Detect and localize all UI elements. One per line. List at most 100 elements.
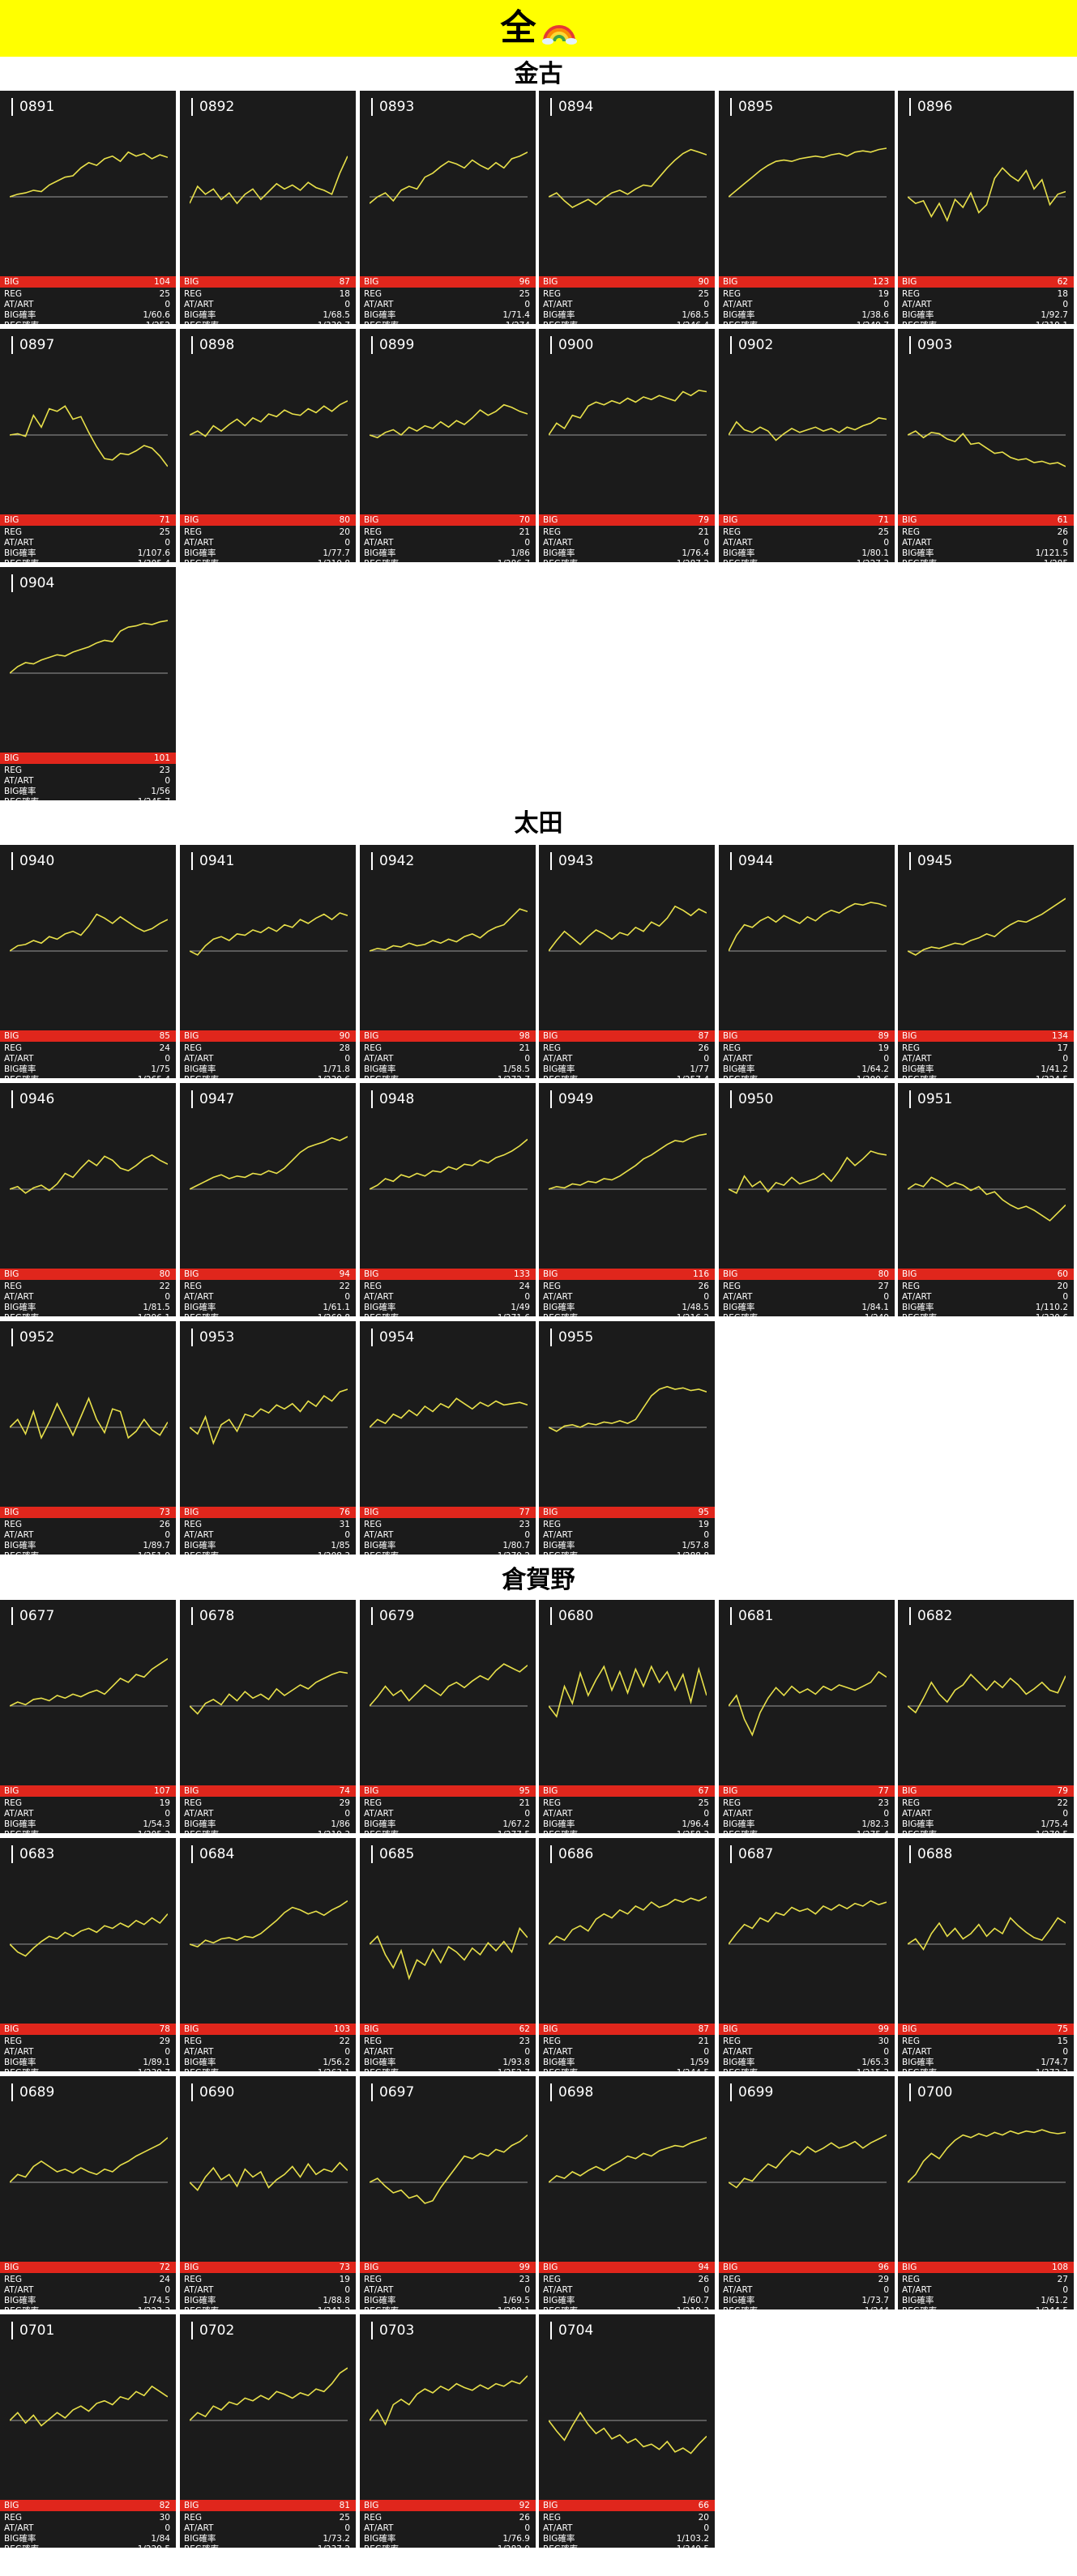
machine-number: 0941 bbox=[191, 852, 234, 870]
stat-row-regp: REG確率 1/244.5 bbox=[898, 2306, 1074, 2317]
stat-row-big: BIG 108 bbox=[898, 2262, 1074, 2273]
machine-card[interactable]: 0682 BIG 79 REG 22 AT/ART 0 BIG確率 1/75.4 REG確率 1/2… bbox=[898, 1600, 1074, 1861]
machine-card[interactable]: 0951 BIG 60 REG 20 AT/ART 0 BIG確率 1/110.2 REG確率 1/… bbox=[898, 1083, 1074, 1344]
machine-card[interactable]: 0897 BIG 71 REG 25 AT/ART 0 BIG確率 1/107.6 REG確率 1/… bbox=[0, 329, 176, 590]
machine-card[interactable]: 0893 BIG 96 REG 25 AT/ART 0 BIG確率 1/71.4 REG確率 1/2… bbox=[360, 91, 536, 352]
stat-label: REG確率 bbox=[184, 2544, 220, 2554]
stat-label: AT/ART bbox=[723, 2285, 753, 2295]
machine-card[interactable]: 0702 BIG 81 REG 25 AT/ART 0 BIG確率 1/73.2 REG確率 1/2… bbox=[180, 2314, 356, 2575]
machine-card[interactable]: 0689 BIG 72 REG 24 AT/ART 0 BIG確率 1/74.5 REG確率 1/2… bbox=[0, 2076, 176, 2337]
stat-value: 1/89.7 bbox=[143, 1541, 170, 1550]
stat-row-at: AT/ART 0 bbox=[360, 300, 536, 310]
machine-card[interactable]: 0903 BIG 61 REG 26 AT/ART 0 BIG確率 1/121.5 REG確率 1/… bbox=[898, 329, 1074, 590]
trend-line bbox=[370, 1926, 528, 1981]
stat-row-big: BIG 95 bbox=[360, 1785, 536, 1797]
trend-line bbox=[10, 1397, 168, 1440]
stat-row-at: AT/ART 0 bbox=[360, 1530, 536, 1541]
machine-card[interactable]: 0684 BIG 103 REG 22 AT/ART 0 BIG確率 1/56.2 REG確率 1/… bbox=[180, 1838, 356, 2099]
stat-value: 0 bbox=[165, 1530, 170, 1540]
machine-card[interactable]: 0891 BIG 104 REG 25 AT/ART 0 BIG確率 1/60.6 REG確率 1/… bbox=[0, 91, 176, 352]
stat-value: 1/49 bbox=[511, 1303, 530, 1312]
machine-card[interactable]: 0685 BIG 62 REG 23 AT/ART 0 BIG確率 1/93.8 REG確率 1/2… bbox=[360, 1838, 536, 2099]
stat-row-bigp: BIG確率 1/65.3 bbox=[719, 2058, 895, 2068]
stat-value: 21 bbox=[519, 527, 530, 537]
trend-line bbox=[549, 905, 707, 952]
machine-card[interactable]: 0678 BIG 74 REG 29 AT/ART 0 BIG確率 1/86 REG確率 1/219… bbox=[180, 1600, 356, 1861]
machine-card[interactable]: 0698 BIG 94 REG 26 AT/ART 0 BIG確率 1/60.7 REG確率 1/2… bbox=[539, 2076, 715, 2337]
machine-card[interactable]: 0681 BIG 77 REG 23 AT/ART 0 BIG確率 1/82.3 REG確率 1/2… bbox=[719, 1600, 895, 1861]
machine-card[interactable]: 0895 BIG 123 REG 19 AT/ART 0 BIG確率 1/38.6 REG確率 1/… bbox=[719, 91, 895, 352]
trend-chart bbox=[549, 905, 707, 952]
stat-label: 合成確率 bbox=[184, 2565, 218, 2575]
machine-card[interactable]: 0697 BIG 99 REG 23 AT/ART 0 BIG確率 1/69.5 REG確率 1/2… bbox=[360, 2076, 536, 2337]
machine-card[interactable]: 0686 BIG 87 REG 21 AT/ART 0 BIG確率 1/59 REG確率 1/244… bbox=[539, 1838, 715, 2099]
stat-value: 0 bbox=[344, 1809, 350, 1819]
machine-card[interactable]: 0949 BIG 116 REG 26 AT/ART 0 BIG確率 1/48.5 REG確率 1/… bbox=[539, 1083, 715, 1344]
stat-label: BIG bbox=[543, 1269, 558, 1279]
machine-card[interactable]: 0950 BIG 80 REG 27 AT/ART 0 BIG確率 1/84.1 REG確率 1/2… bbox=[719, 1083, 895, 1344]
machine-card[interactable]: 0683 BIG 78 REG 29 AT/ART 0 BIG確率 1/89.1 REG確率 1/2… bbox=[0, 1838, 176, 2099]
machine-card[interactable]: 0943 BIG 87 REG 26 AT/ART 0 BIG確率 1/77 REG確率 1/257… bbox=[539, 845, 715, 1106]
machine-card[interactable]: 0899 BIG 70 REG 21 AT/ART 0 BIG確率 1/86 REG確率 1/286… bbox=[360, 329, 536, 590]
stat-value: 1/272.7 bbox=[497, 1075, 530, 1085]
machine-card[interactable]: 0896 BIG 62 REG 18 AT/ART 0 BIG確率 1/92.7 REG確率 1/3… bbox=[898, 91, 1074, 352]
stat-label: AT/ART bbox=[902, 538, 932, 548]
stat-label: BIG確率 bbox=[364, 2296, 396, 2305]
machine-card[interactable]: 0680 BIG 67 REG 25 AT/ART 0 BIG確率 1/96.4 REG確率 1/2… bbox=[539, 1600, 715, 1861]
stat-value: 81 bbox=[339, 2501, 350, 2510]
stat-row-at: AT/ART 0 bbox=[539, 1530, 715, 1541]
stat-value: 25 bbox=[519, 289, 530, 299]
machine-card[interactable]: 0688 BIG 75 REG 15 AT/ART 0 BIG確率 1/74.7 REG確率 1/3… bbox=[898, 1838, 1074, 2099]
machine-card[interactable]: 0946 BIG 80 REG 22 AT/ART 0 BIG確率 1/81.5 REG確率 1/2… bbox=[0, 1083, 176, 1344]
machine-card[interactable]: 0898 BIG 80 REG 20 AT/ART 0 BIG確率 1/77.7 REG確率 1/3… bbox=[180, 329, 356, 590]
machine-card[interactable]: 0954 BIG 77 REG 23 AT/ART 0 BIG確率 1/80.7 REG確率 1/2… bbox=[360, 1321, 536, 1582]
machine-card[interactable]: 0699 BIG 96 REG 29 AT/ART 0 BIG確率 1/73.7 REG確率 1/2… bbox=[719, 2076, 895, 2337]
stat-value: 1/246.4 bbox=[676, 321, 709, 331]
machine-card[interactable]: 0690 BIG 73 REG 19 AT/ART 0 BIG確率 1/88.8 REG確率 1/3… bbox=[180, 2076, 356, 2337]
machine-card[interactable]: 0955 BIG 95 REG 19 AT/ART 0 BIG確率 1/57.8 REG確率 1/2… bbox=[539, 1321, 715, 1582]
machine-card[interactable]: 0902 BIG 71 REG 25 AT/ART 0 BIG確率 1/80.1 REG確率 1/2… bbox=[719, 329, 895, 590]
machine-card[interactable]: 0677 BIG 107 REG 19 AT/ART 0 BIG確率 1/54.3 REG確率 1/… bbox=[0, 1600, 176, 1861]
machine-card[interactable]: 0892 BIG 87 REG 18 AT/ART 0 BIG確率 1/68.5 REG確率 1/3… bbox=[180, 91, 356, 352]
stat-value: 1/93.8 bbox=[502, 2058, 530, 2067]
stat-row-big: BIG 80 bbox=[0, 1269, 176, 1280]
machine-card[interactable]: 0894 BIG 90 REG 25 AT/ART 0 BIG確率 1/68.5 REG確率 1/2… bbox=[539, 91, 715, 352]
stat-value: 0 bbox=[344, 2047, 350, 2057]
machine-card[interactable]: 0940 BIG 85 REG 24 AT/ART 0 BIG確率 1/75 REG確率 1/265… bbox=[0, 845, 176, 1106]
stat-value: 1/287.2 bbox=[676, 559, 709, 569]
stat-label: REG bbox=[4, 289, 23, 299]
machine-card[interactable]: 0948 BIG 133 REG 24 AT/ART 0 BIG確率 1/49 REG確率 1/27… bbox=[360, 1083, 536, 1344]
stat-row-atp: AT/ART確率 bbox=[539, 1562, 715, 1572]
stat-value: 1/260.8 bbox=[317, 1313, 350, 1323]
machine-card[interactable]: 0945 BIG 134 REG 17 AT/ART 0 BIG確率 1/41.2 REG確率 1/… bbox=[898, 845, 1074, 1106]
machine-card[interactable]: 0700 BIG 108 REG 27 AT/ART 0 BIG確率 1/61.2 REG確率 1/… bbox=[898, 2076, 1074, 2337]
trend-chart bbox=[190, 2367, 348, 2421]
machine-card[interactable]: 0953 BIG 76 REG 31 AT/ART 0 BIG確率 1/85 REG確率 1/208… bbox=[180, 1321, 356, 1582]
stat-label: REG bbox=[184, 2275, 203, 2284]
stat-row-regp: REG確率 1/257.4 bbox=[539, 1075, 715, 1085]
stat-label: 合成確率 bbox=[4, 1572, 38, 1582]
stat-row-atp: AT/ART確率 bbox=[539, 569, 715, 580]
machine-card[interactable]: 0687 BIG 99 REG 30 AT/ART 0 BIG確率 1/65.3 REG確率 1/2… bbox=[719, 1838, 895, 2099]
stat-label: REG bbox=[184, 289, 203, 299]
machine-card[interactable]: 0944 BIG 89 REG 19 AT/ART 0 BIG確率 1/64.2 REG確率 1/3… bbox=[719, 845, 895, 1106]
machine-card[interactable]: 0904 BIG 101 REG 23 AT/ART 0 BIG確率 1/56 REG確率 1/24… bbox=[0, 567, 176, 828]
stat-value: 0 bbox=[524, 1054, 530, 1064]
machine-card[interactable]: 0703 BIG 92 REG 26 AT/ART 0 BIG確率 1/76.9 REG確率 1/2… bbox=[360, 2314, 536, 2575]
machine-card[interactable]: 0952 BIG 73 REG 26 AT/ART 0 BIG確率 1/89.7 REG確率 1/2… bbox=[0, 1321, 176, 1582]
stat-row-regp: REG確率 1/249 bbox=[719, 1313, 895, 1324]
stat-value: 1/299.1 bbox=[497, 2306, 530, 2316]
machine-card[interactable]: 0704 BIG 66 REG 20 AT/ART 0 BIG確率 1/103.2 REG確率 1/… bbox=[539, 2314, 715, 2575]
machine-card[interactable]: 0679 BIG 95 REG 21 AT/ART 0 BIG確率 1/67.2 REG確率 1/2… bbox=[360, 1600, 536, 1861]
stat-row-bigp: BIG確率 1/60.7 bbox=[539, 2296, 715, 2306]
machine-card[interactable]: 0701 BIG 82 REG 30 AT/ART 0 BIG確率 1/84 REG確率 1/229… bbox=[0, 2314, 176, 2575]
stat-label: REG bbox=[902, 1043, 921, 1053]
stat-label: AT/ART bbox=[364, 1292, 394, 1302]
machine-card[interactable]: 0900 BIG 79 REG 21 AT/ART 0 BIG確率 1/76.4 REG確率 1/2… bbox=[539, 329, 715, 590]
machine-card[interactable]: 0947 BIG 94 REG 22 AT/ART 0 BIG確率 1/61.1 REG確率 1/2… bbox=[180, 1083, 356, 1344]
stat-value: 0 bbox=[344, 2523, 350, 2533]
stat-row-regp: REG確率 1/237.2 bbox=[180, 2544, 356, 2555]
stat-row-reg: REG 19 bbox=[0, 1798, 176, 1809]
machine-card[interactable]: 0941 BIG 90 REG 28 AT/ART 0 BIG確率 1/71.8 REG確率 1/2… bbox=[180, 845, 356, 1106]
machine-card[interactable]: 0942 BIG 98 REG 21 AT/ART 0 BIG確率 1/58.5 REG確率 1/2… bbox=[360, 845, 536, 1106]
